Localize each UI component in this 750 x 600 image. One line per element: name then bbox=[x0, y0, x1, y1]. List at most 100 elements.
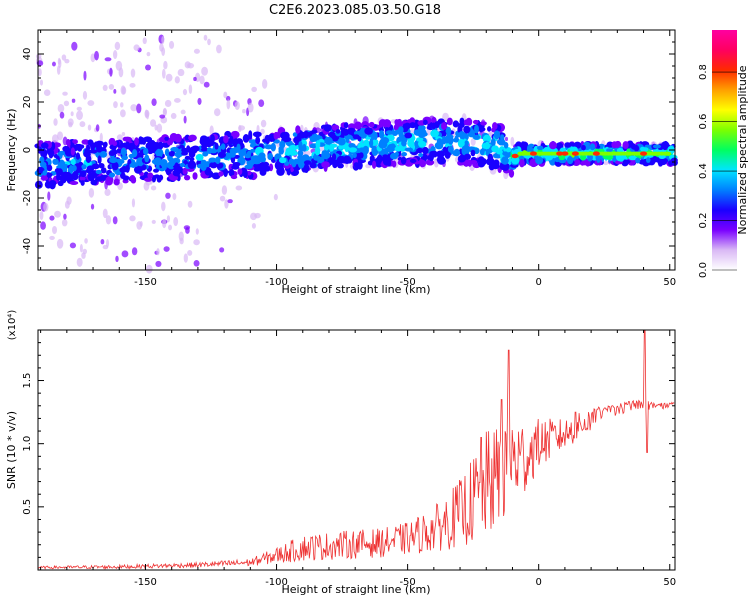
spectrogram-cell bbox=[111, 161, 119, 171]
snr-frame bbox=[37, 329, 676, 571]
spectrogram-cell bbox=[125, 141, 130, 150]
spectrogram-cell bbox=[34, 180, 43, 189]
colorbar-tick-label: 0.8 bbox=[698, 64, 709, 80]
spectrogram-speckle bbox=[63, 100, 70, 107]
spectrogram-cell bbox=[325, 151, 330, 158]
spectrogram-cell bbox=[416, 137, 424, 142]
spectrogram-cell bbox=[622, 141, 629, 149]
spectrogram-cell bbox=[314, 146, 321, 156]
spectrogram-cell bbox=[503, 142, 509, 149]
spectrogram-cell bbox=[79, 170, 87, 178]
spectrogram-cell bbox=[436, 138, 443, 145]
spectrogram-cell bbox=[382, 154, 389, 160]
spectrogram-cell bbox=[156, 176, 162, 183]
spectrogram-cell bbox=[369, 155, 375, 163]
spectrogram-speckle bbox=[57, 131, 64, 141]
spectrogram-speckle bbox=[187, 62, 195, 69]
spectrogram-cell bbox=[100, 167, 107, 174]
spectrogram-cell bbox=[303, 164, 310, 172]
spectrogram-speckle bbox=[64, 58, 70, 64]
spectrogram-speckle bbox=[224, 199, 229, 209]
spectrogram-cell bbox=[501, 165, 509, 171]
spectrogram-cell bbox=[174, 162, 179, 170]
spectrogram-cell bbox=[481, 142, 491, 149]
spectrogram-cloud bbox=[34, 34, 678, 274]
spectrogram-cell bbox=[48, 148, 55, 158]
spectrogram-speckle bbox=[260, 128, 265, 135]
spectrogram-speckle bbox=[145, 64, 151, 71]
spectrogram-cell bbox=[430, 129, 439, 138]
spectrogram-cell bbox=[174, 133, 182, 143]
spectrogram-cell bbox=[223, 135, 229, 144]
spectrogram-cell bbox=[309, 134, 316, 143]
spectrogram-cell bbox=[112, 140, 118, 146]
spectrogram-cell bbox=[437, 157, 447, 165]
spectrogram-cell bbox=[479, 148, 485, 156]
snr-y-label: SNR (10 * v/v) bbox=[5, 411, 18, 489]
spectrogram-cell bbox=[181, 147, 188, 153]
spectrogram-cell bbox=[220, 143, 226, 150]
spectrogram-cell bbox=[40, 142, 49, 149]
spectrogram-cell bbox=[343, 122, 349, 129]
spectrogram-cell bbox=[470, 149, 476, 157]
spectrogram-cell bbox=[157, 141, 164, 150]
spectrogram-cell bbox=[121, 148, 128, 156]
spectrogram-speckle bbox=[53, 118, 58, 126]
spectrogram-cell bbox=[117, 159, 125, 165]
spectrogram-cell bbox=[181, 151, 189, 156]
spectrogram-peak bbox=[511, 153, 519, 159]
snr-x-tick-label: 0 bbox=[535, 577, 541, 588]
spectrogram-speckle bbox=[95, 124, 100, 132]
spectrogram-cell bbox=[520, 141, 529, 148]
spectrogram-cell bbox=[383, 147, 392, 153]
spectrogram-speckle bbox=[130, 68, 136, 78]
spectrogram-speckle bbox=[37, 68, 42, 77]
spectrogram-speckle bbox=[64, 200, 70, 209]
spectrogram-speckle bbox=[145, 264, 153, 274]
snr-x-tick-label: -50 bbox=[399, 577, 415, 588]
spectrogram-cell bbox=[80, 180, 85, 186]
spectrogram-speckle bbox=[150, 185, 157, 191]
spectrogram-cell bbox=[144, 154, 150, 163]
spectrogram-speckle bbox=[168, 224, 173, 231]
spectrogram-cell bbox=[238, 149, 247, 157]
spectrogram-cell bbox=[309, 162, 317, 169]
spectrogram-cell bbox=[371, 160, 377, 169]
spectrogram-cell bbox=[441, 122, 447, 130]
spectrogram-peak bbox=[571, 151, 579, 156]
spectrogram-cell bbox=[400, 156, 407, 165]
spectrogram-speckle bbox=[163, 246, 170, 252]
spectrogram-cell bbox=[454, 122, 460, 127]
spectrogram-cell bbox=[380, 136, 390, 144]
spectrogram-cell bbox=[56, 173, 61, 181]
spectrogram-cell bbox=[131, 149, 138, 158]
spectrogram-cell bbox=[95, 140, 104, 146]
spectrogram-cell bbox=[324, 136, 333, 145]
spectrogram-speckle bbox=[234, 101, 240, 110]
spectrogram-speckle bbox=[99, 132, 103, 143]
spectrogram-speckle bbox=[603, 160, 609, 166]
spectrogram-cell bbox=[81, 164, 87, 170]
spectrogram-cell bbox=[323, 124, 332, 132]
spectrogram-speckle bbox=[258, 99, 265, 108]
spectrogram-y-tick-label: -20 bbox=[22, 190, 33, 206]
spectrogram-speckle bbox=[256, 124, 260, 134]
spectrogram-cell bbox=[303, 160, 312, 166]
spectrogram-cell bbox=[218, 171, 224, 177]
spectrogram-speckle bbox=[59, 111, 65, 119]
spectrogram-cell bbox=[79, 176, 86, 181]
spectrogram-cell bbox=[289, 147, 295, 155]
spectrogram-cell bbox=[244, 164, 253, 170]
spectrogram-speckle bbox=[71, 98, 76, 103]
spectrogram-speckle bbox=[170, 112, 177, 120]
spectrogram-cell bbox=[206, 147, 212, 154]
spectrogram-speckle bbox=[161, 36, 165, 44]
spectrogram-cell bbox=[503, 147, 512, 153]
spectrogram-cell bbox=[611, 141, 618, 149]
snr-y-ticks: 0.5 1.0 1.5 bbox=[22, 342, 675, 558]
spectrogram-cell bbox=[457, 156, 466, 163]
spectrogram-cell bbox=[652, 144, 662, 149]
spectrogram-cell bbox=[413, 129, 422, 136]
spectrogram-speckle bbox=[43, 89, 51, 97]
spectrogram-cell bbox=[278, 146, 284, 152]
